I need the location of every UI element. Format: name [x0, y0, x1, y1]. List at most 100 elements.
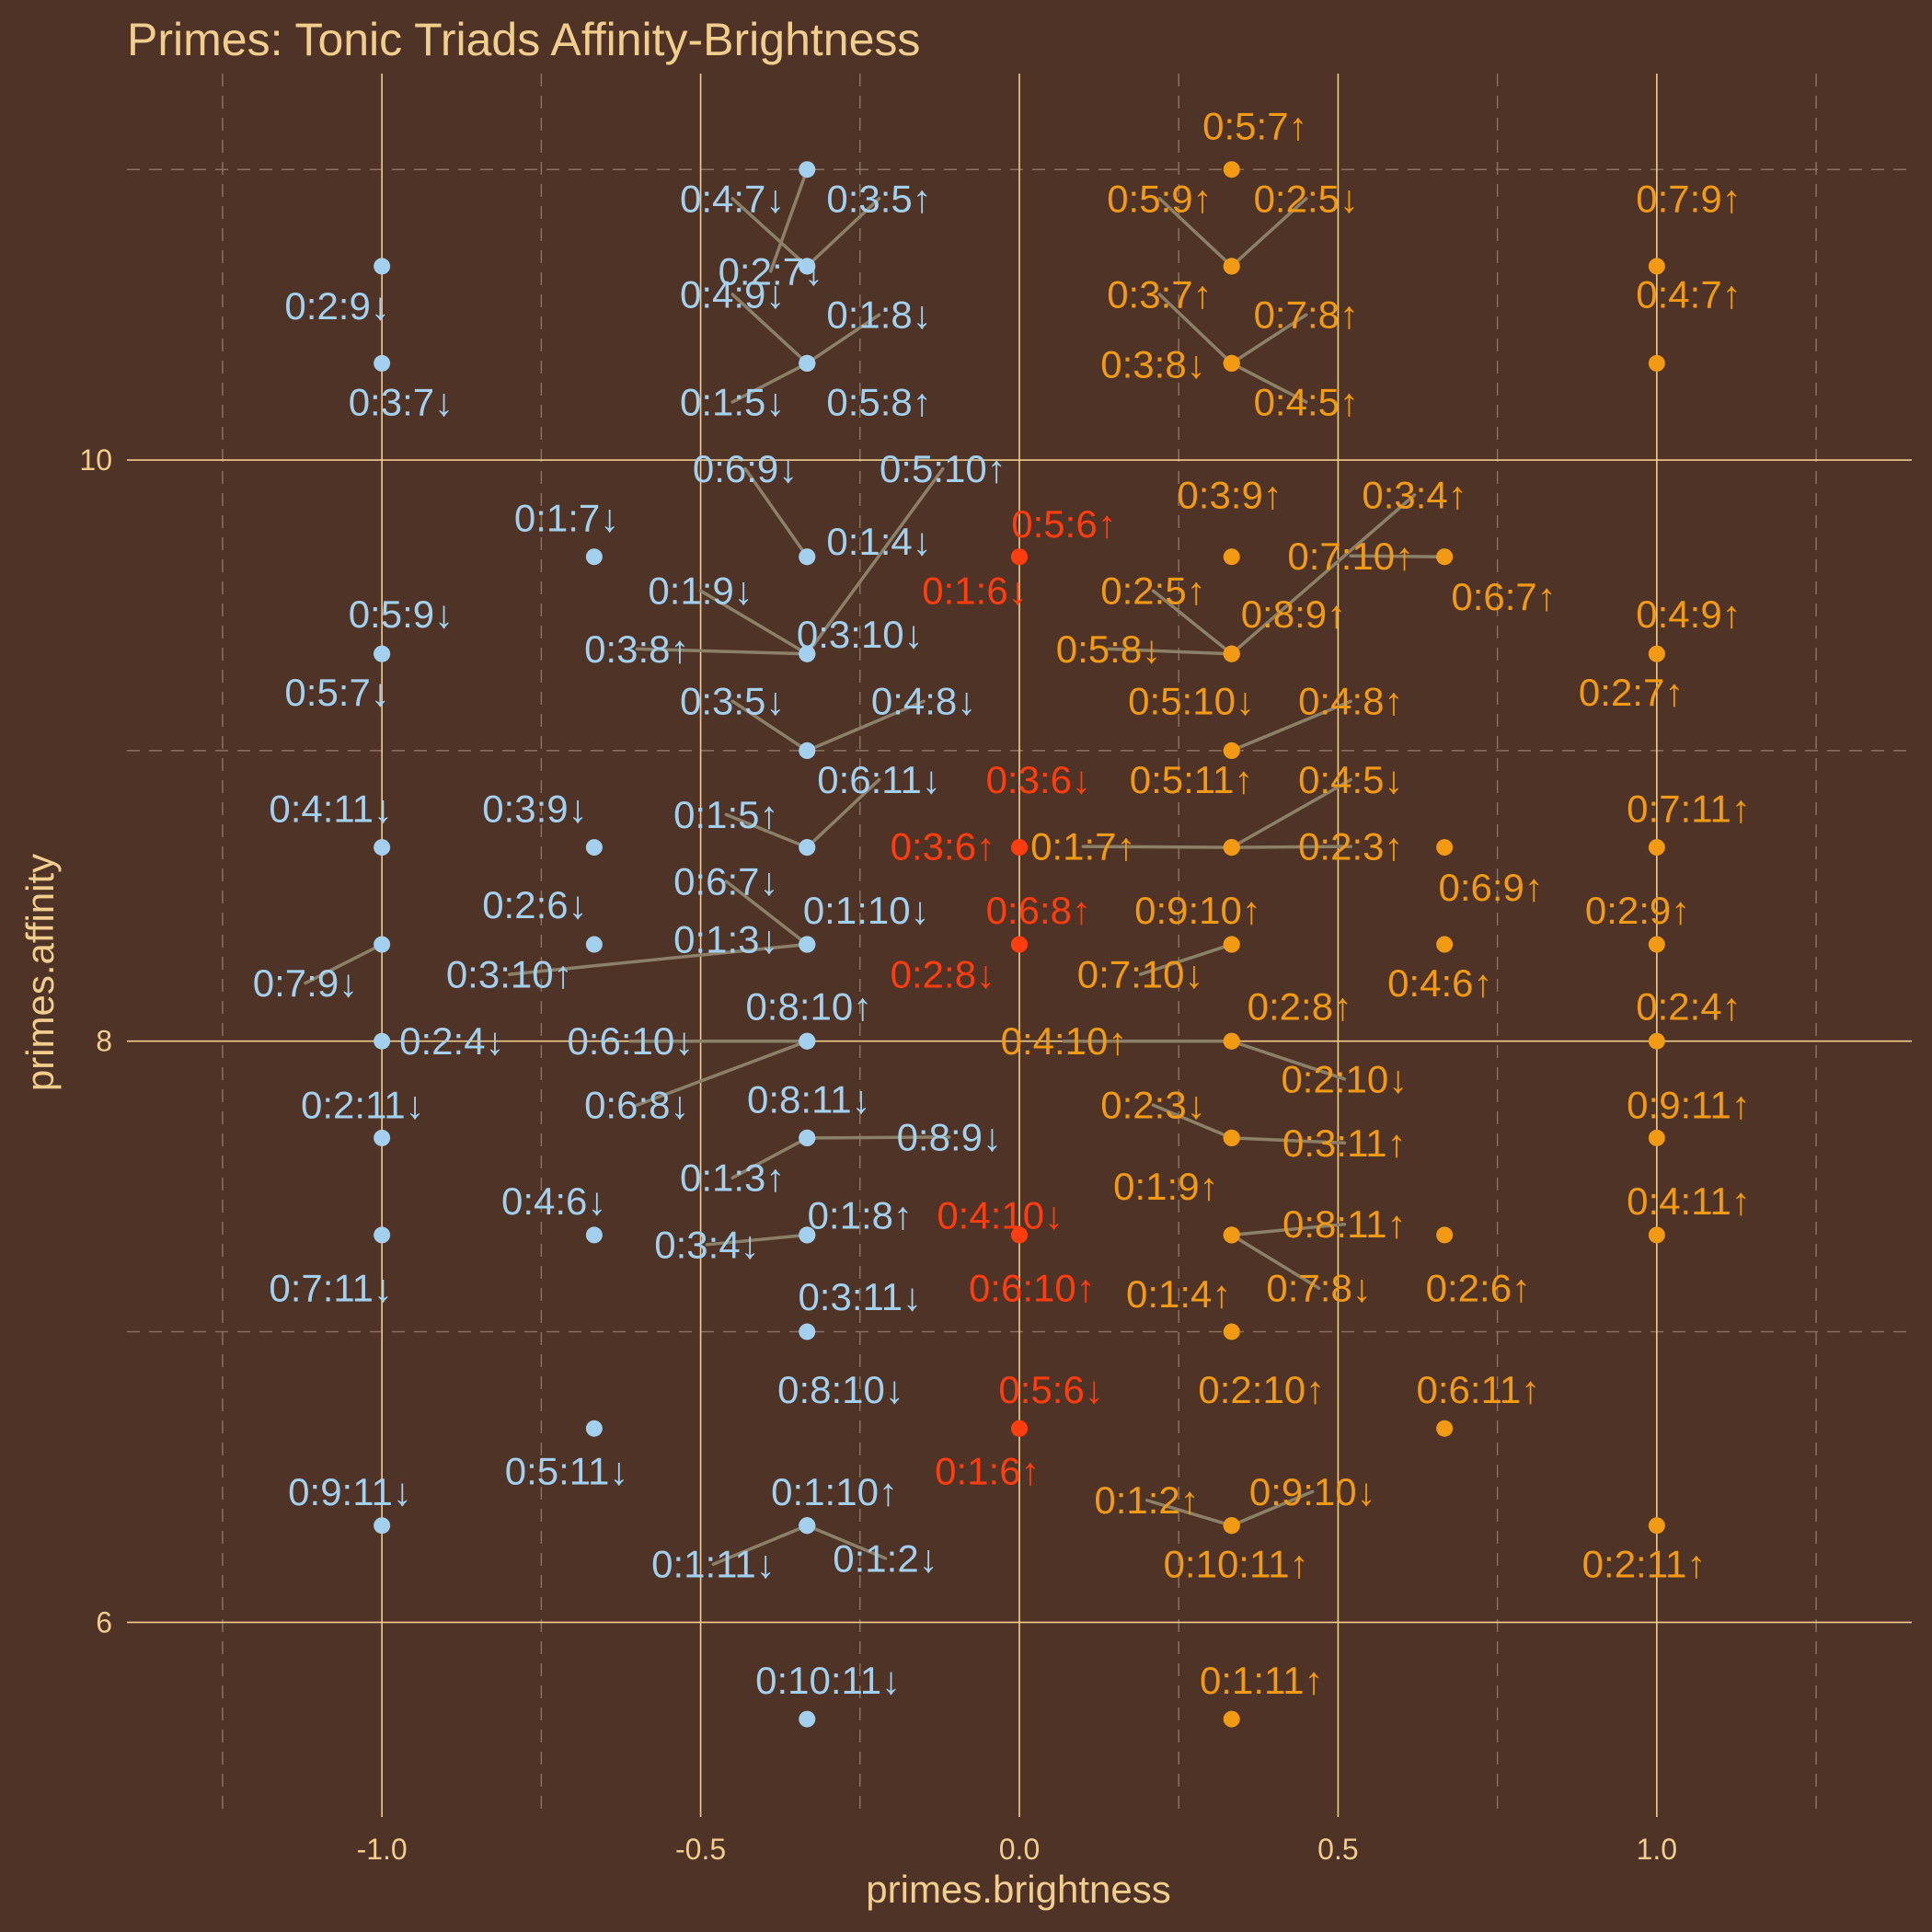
- point-label: 0:4:6↑: [1387, 961, 1492, 1005]
- point-label: 0:8:11↑: [1282, 1202, 1407, 1246]
- label-connector: [805, 313, 881, 365]
- data-point: [585, 1226, 603, 1244]
- point-label: 0:4:10↑: [1001, 1019, 1128, 1063]
- data-point: [585, 1420, 603, 1437]
- point-label: 0:5:9↓: [349, 592, 454, 636]
- point-label: 0:5:10↑: [880, 447, 1006, 490]
- point-label: 0:6:11↓: [817, 758, 941, 801]
- point-label: 0:6:9↑: [1439, 866, 1544, 909]
- point-label: 0:5:7↑: [1202, 104, 1307, 147]
- point-label: 0:4:11↑: [1627, 1179, 1751, 1223]
- point-label: 0:4:9↑: [1636, 592, 1741, 636]
- point-label: 0:3:9↑: [1177, 473, 1282, 516]
- point-label: 0:4:6↓: [501, 1179, 606, 1223]
- data-point: [799, 258, 816, 275]
- point-label: 0:4:8↓: [871, 680, 976, 723]
- point-label: 0:3:10↑: [446, 953, 573, 996]
- point-label: 0:2:11↑: [1582, 1543, 1707, 1586]
- data-point: [1648, 1517, 1665, 1535]
- point-label: 0:2:5↓: [1254, 177, 1359, 220]
- y-axis-title: primes.affinity: [18, 854, 62, 1091]
- x-tick-label: 0.0: [999, 1833, 1040, 1866]
- data-point: [1223, 742, 1240, 759]
- data-point: [1011, 936, 1028, 953]
- point-label: 0:5:8↓: [1056, 627, 1161, 671]
- label-connector: [730, 293, 810, 365]
- data-point: [1223, 1710, 1240, 1728]
- data-point: [799, 645, 816, 662]
- data-point: [1648, 839, 1665, 857]
- point-label: 0:2:4↑: [1636, 984, 1741, 1028]
- data-point: [1648, 1226, 1665, 1244]
- data-point: [585, 936, 603, 953]
- data-point: [799, 1129, 816, 1146]
- label-connector: [635, 647, 810, 656]
- point-label: 0:2:8↑: [1248, 984, 1352, 1028]
- point-label: 0:1:8↓: [826, 293, 931, 337]
- label-connector: [1229, 777, 1353, 849]
- point-label: 0:1:9↓: [648, 569, 753, 613]
- point-label: 0:1:11↓: [651, 1543, 776, 1586]
- label-connector: [743, 466, 810, 558]
- data-point: [374, 258, 391, 275]
- point-label: 0:3:7↓: [349, 380, 454, 423]
- data-point: [799, 1323, 816, 1340]
- label-connector: [1229, 493, 1417, 656]
- data-point: [1436, 548, 1454, 566]
- data-point: [1223, 936, 1240, 953]
- data-point: [1436, 936, 1454, 953]
- label-connector: [1151, 1103, 1234, 1140]
- label-connector: [769, 167, 810, 273]
- data-point: [1223, 1226, 1240, 1244]
- label-connector: [1229, 313, 1308, 365]
- point-label: 0:6:9↓: [693, 447, 798, 490]
- label-connector: [1107, 647, 1234, 656]
- point-label: 0:7:8↑: [1254, 293, 1359, 337]
- point-label: 0:2:9↑: [1585, 889, 1690, 932]
- label-connector: [635, 1039, 810, 1107]
- data-point: [799, 839, 816, 857]
- label-connector: [805, 466, 945, 656]
- x-tick-label: 1.0: [1637, 1833, 1677, 1866]
- chart-title: Primes: Tonic Triads Affinity-Brightness: [127, 14, 920, 65]
- point-label: 0:6:8↑: [986, 889, 1091, 932]
- label-connector: [1229, 1136, 1347, 1145]
- data-point: [1223, 1032, 1240, 1050]
- label-connector: [805, 699, 926, 753]
- point-label: 0:1:2↓: [833, 1536, 937, 1580]
- point-label: 0:4:11↓: [269, 788, 393, 831]
- label-connector: [1138, 942, 1234, 976]
- data-point: [585, 839, 603, 857]
- data-point: [799, 1517, 816, 1535]
- label-connector: [1229, 1222, 1347, 1237]
- label-connector: [1157, 293, 1234, 365]
- point-label: 0:5:8↑: [826, 380, 931, 423]
- point-label: 0:1:3↑: [680, 1156, 785, 1200]
- data-point: [374, 1226, 391, 1244]
- point-label: 0:3:8↓: [1100, 342, 1205, 385]
- point-label: 0:3:6↓: [986, 758, 1091, 801]
- point-label: 0:1:3↓: [673, 918, 778, 961]
- data-point: [1223, 354, 1240, 372]
- data-point: [799, 1226, 816, 1244]
- point-label: 0:8:11↓: [747, 1077, 871, 1121]
- label-connector: [1157, 197, 1234, 269]
- point-label: 0:2:7↑: [1579, 671, 1684, 714]
- data-point: [1011, 1420, 1028, 1437]
- data-point: [799, 548, 816, 566]
- data-point: [1648, 1032, 1665, 1050]
- label-connector: [1144, 1498, 1234, 1527]
- point-label: 0:7:10↑: [1287, 535, 1414, 578]
- point-label: 0:7:9↑: [1636, 177, 1741, 220]
- point-label: 0:5:11↑: [1130, 758, 1254, 801]
- data-point: [374, 1032, 391, 1050]
- data-point: [1648, 354, 1665, 372]
- label-connectors: [304, 167, 1446, 1566]
- point-label: 0:6:7↑: [1451, 575, 1556, 618]
- data-point: [799, 354, 816, 372]
- point-label: 0:5:10↓: [1128, 680, 1255, 723]
- label-connector: [698, 589, 810, 656]
- point-label: 0:3:5↓: [680, 680, 785, 723]
- point-label: 0:2:10↓: [1281, 1057, 1408, 1100]
- point-label: 0:8:10↓: [777, 1368, 904, 1411]
